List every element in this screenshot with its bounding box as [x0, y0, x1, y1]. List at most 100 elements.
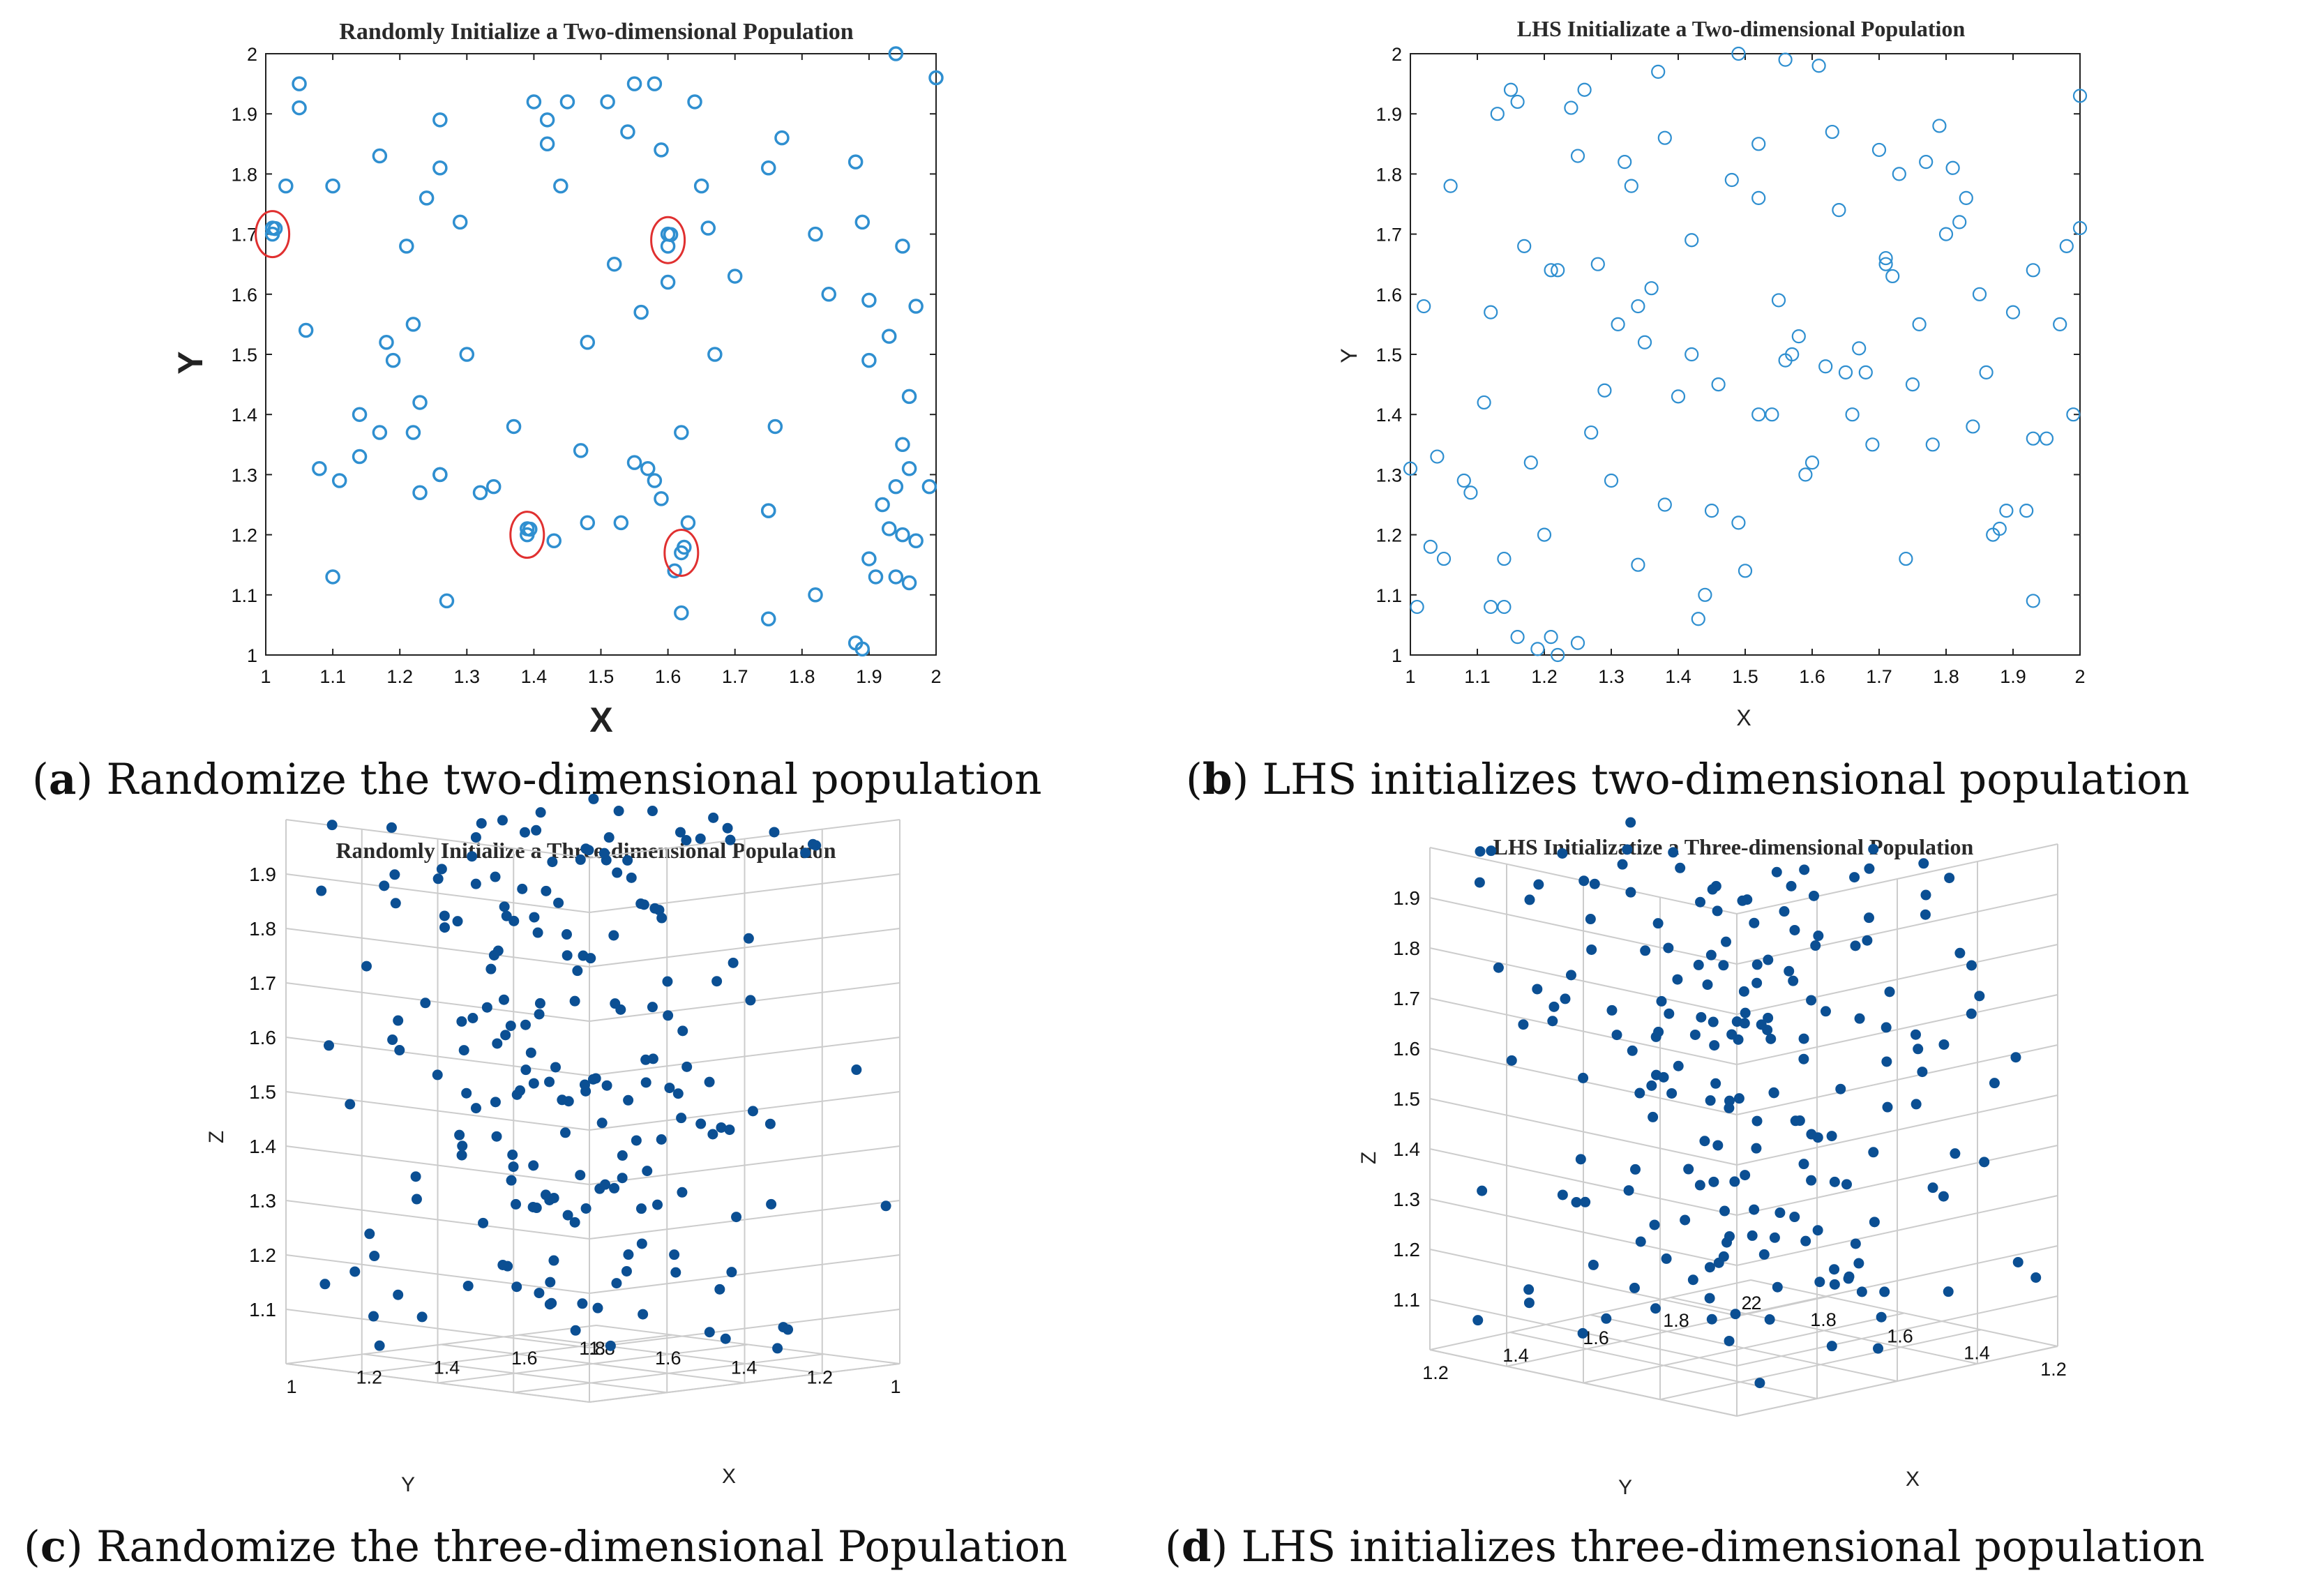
grid-line-floor-y	[361, 1334, 672, 1374]
highlight-circle	[650, 216, 686, 264]
scatter-point	[1852, 341, 1867, 356]
scatter-point-3d	[600, 1179, 611, 1190]
scatter-point-3d	[544, 1076, 555, 1087]
scatter-point-3d	[1571, 1197, 1582, 1208]
scatter-point-3d	[416, 1311, 428, 1323]
scatter-point	[647, 76, 663, 91]
scatter-point-3d	[580, 1203, 591, 1214]
scatter-point-3d	[544, 1299, 555, 1310]
scatter-point	[1417, 299, 1431, 314]
scatter-point-3d	[531, 825, 542, 836]
scatter-point	[1671, 389, 1686, 404]
scatter-point	[881, 329, 897, 344]
scatter-point	[600, 94, 615, 110]
scatter-point-3d	[389, 869, 400, 880]
scatter-point	[761, 611, 776, 627]
scatter-point-3d	[528, 1160, 539, 1171]
scatter-point-3d	[609, 1182, 620, 1194]
scatter-point-3d	[1493, 962, 1504, 973]
scatter-point-3d	[1829, 1264, 1840, 1275]
scatter-point-3d	[649, 903, 661, 914]
scatter-point	[1490, 107, 1505, 121]
scatter-point-cluster	[663, 227, 679, 242]
scatter-point-3d	[1826, 1341, 1837, 1352]
scatter-point	[674, 605, 689, 621]
scatter-point-3d	[1794, 1115, 1805, 1127]
scatter-point-3d	[1666, 1087, 1678, 1099]
y-tick-label: 1.2	[1376, 525, 1402, 546]
scatter-point-3d	[1868, 843, 1879, 855]
y-tick-label: 1.9	[1376, 104, 1402, 125]
scatter-point	[633, 304, 649, 320]
scatter-point-3d	[432, 1069, 443, 1081]
scatter-point-3d	[316, 885, 327, 896]
scatter-point-3d	[1938, 1191, 1949, 1202]
scatter-point-3d	[640, 1077, 651, 1088]
x-tick-label: 1.1	[319, 666, 346, 687]
scatter-point-3d	[500, 1030, 511, 1041]
scatter-point	[1938, 227, 1954, 241]
axis-ticks-c: 1.1 1.2 1.3 1.4 1.5 1.6 1.7 1.8 1.9 1.8 1.6 1.4 1.2 1…	[249, 864, 900, 1397]
scatter-point-3d	[1672, 974, 1683, 985]
scatter-point-3d	[1769, 1232, 1780, 1243]
z-tick-label: 1.4	[249, 1136, 276, 1157]
scatter-point	[667, 563, 682, 579]
scatter-point	[626, 76, 642, 91]
scatter-point-3d	[2030, 1272, 2042, 1283]
scatter-point-3d	[1708, 1176, 1719, 1187]
scatter-point	[680, 515, 696, 531]
scatter-point	[620, 124, 635, 140]
scatter-point-3d	[411, 1194, 422, 1205]
x-tick-label: 1.2	[1422, 1362, 1449, 1383]
scatter-point-3d	[467, 851, 478, 862]
y-tick-label: 1.9	[231, 104, 257, 125]
z-tick-label: 1.7	[1393, 988, 1420, 1009]
scatter-point	[1899, 551, 1913, 566]
scatter-point	[895, 239, 910, 254]
scatter-point-3d	[461, 1087, 472, 1099]
scatter-point-3d	[379, 880, 390, 891]
scatter-point-3d	[2010, 1052, 2021, 1063]
grid-line-floor-y	[1506, 1295, 1828, 1367]
scatter-point-3d	[456, 1016, 467, 1027]
scatter-point	[412, 485, 428, 501]
scatter-point-3d	[1719, 1205, 1730, 1217]
scatter-point-3d	[1829, 1176, 1840, 1187]
scatter-point	[405, 317, 421, 332]
scatter-point-3d	[728, 957, 739, 968]
scatter-point-3d	[1966, 1008, 1977, 1019]
scatter-point-3d	[714, 1283, 725, 1295]
scatter-point	[2026, 263, 2040, 278]
scatter-point-3d	[1486, 845, 1497, 857]
scatter-point	[1952, 215, 1967, 229]
scatter-points-d	[1472, 817, 2042, 1389]
scatter-point-3d	[439, 922, 450, 933]
scatter-point	[580, 335, 596, 350]
scatter-point-3d	[470, 878, 481, 889]
z-tick-label: 1.1	[249, 1299, 276, 1320]
scatter-point-3d	[462, 1280, 474, 1291]
scatter-point-3d	[1705, 1095, 1716, 1106]
x-tick-label: 1.4	[521, 666, 548, 687]
scatter-point-3d	[1585, 914, 1596, 925]
scatter-point-3d	[1829, 1279, 1840, 1290]
scatter-point-3d	[1648, 1111, 1659, 1122]
scatter-point-3d	[1664, 1008, 1675, 1019]
scatter-point	[1798, 467, 1813, 482]
scatter-point	[1523, 456, 1538, 470]
scatter-point	[888, 46, 904, 61]
y-tick-label: 1.5	[231, 345, 257, 366]
scatter-point	[2072, 220, 2088, 236]
scatter-point-3d	[1622, 844, 1633, 855]
scatter-point	[1919, 155, 1934, 170]
scatter-point-3d	[410, 1171, 421, 1182]
scatter-point-3d	[1786, 880, 1797, 891]
y-tick-label: 1.2	[806, 1367, 833, 1387]
scatter-point	[1577, 82, 1592, 97]
scatter-point-3d	[642, 1166, 653, 1177]
scatter-point	[412, 395, 428, 410]
scatter-point-3d	[613, 806, 624, 817]
y-tick-label: 2	[1392, 44, 1402, 65]
y-tick-label: 1.1	[231, 585, 257, 606]
scatter-point-3d	[1917, 1067, 1928, 1078]
